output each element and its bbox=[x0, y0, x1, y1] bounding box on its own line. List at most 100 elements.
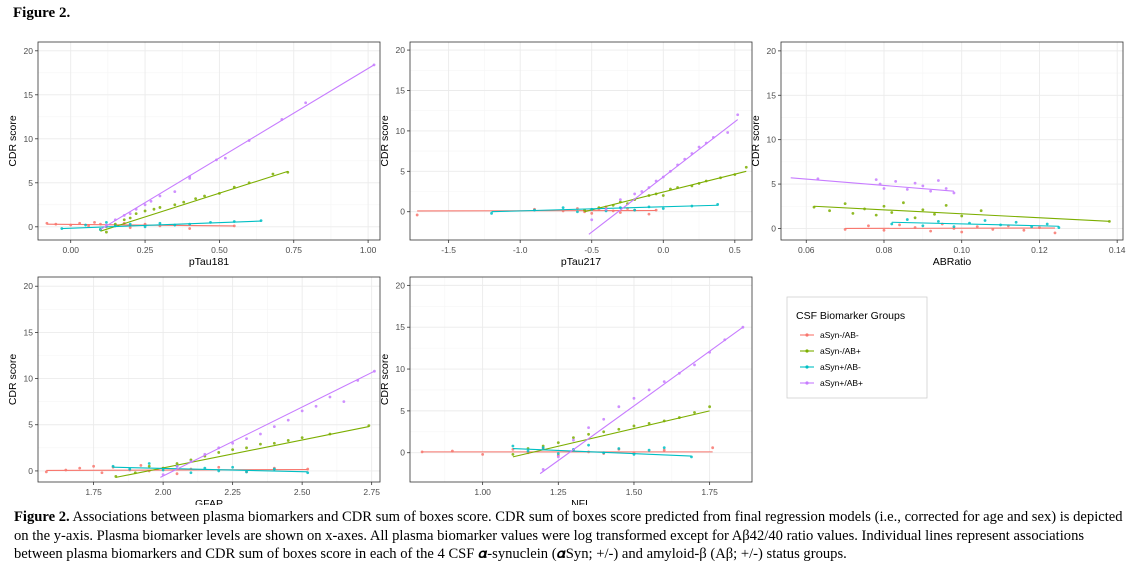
x-tick-label: 2.25 bbox=[224, 487, 241, 497]
y-tick-label: 15 bbox=[396, 85, 406, 95]
data-point-asyn-ab- bbox=[232, 224, 236, 228]
regression-line-asyn-ab- bbox=[100, 64, 375, 230]
data-point-asyn-ab- bbox=[921, 184, 925, 188]
y-tick-label: 20 bbox=[767, 46, 777, 56]
regression-line-asyn-ab- bbox=[891, 221, 1059, 227]
legend-label-asyn-ab-: aSyn+/AB- bbox=[820, 362, 861, 372]
data-point-asyn-ab- bbox=[587, 443, 590, 447]
data-point-asyn-ab- bbox=[913, 181, 917, 185]
data-point-asyn-ab- bbox=[304, 101, 308, 105]
legend-box bbox=[786, 296, 928, 399]
x-tick-label: 0.14 bbox=[1109, 245, 1126, 255]
data-point-asyn-ab- bbox=[572, 436, 575, 440]
data-point-asyn-ab- bbox=[693, 363, 696, 367]
y-tick-label: 0 bbox=[400, 448, 405, 458]
data-point-asyn-ab- bbox=[632, 396, 636, 400]
data-point-asyn-ab- bbox=[890, 222, 894, 226]
panel-border bbox=[409, 276, 753, 483]
x-tick-label: 1.00 bbox=[360, 245, 377, 255]
data-point-asyn-ab- bbox=[576, 210, 579, 214]
data-point-asyn-ab- bbox=[816, 177, 820, 181]
data-point-asyn-ab- bbox=[314, 404, 318, 408]
x-tick-label: 1.50 bbox=[626, 487, 643, 497]
y-tick-label: 20 bbox=[396, 280, 406, 290]
data-point-asyn-ab- bbox=[618, 211, 622, 214]
data-point-asyn-ab- bbox=[259, 432, 262, 436]
data-point-asyn-ab- bbox=[952, 225, 956, 229]
regression-line-asyn-ab- bbox=[160, 370, 375, 478]
x-tick-label: 0.0 bbox=[657, 245, 669, 255]
regression-line-asyn-ab- bbox=[814, 205, 1110, 222]
data-point-asyn-ab- bbox=[726, 131, 730, 134]
data-point-asyn-ab- bbox=[556, 441, 560, 445]
regression-line-asyn-ab- bbox=[512, 410, 710, 458]
data-point-asyn-ab- bbox=[556, 455, 560, 459]
data-point-asyn-ab- bbox=[286, 439, 290, 442]
regression-line-asyn-ab- bbox=[539, 326, 744, 475]
y-tick-label: 15 bbox=[24, 327, 34, 337]
data-point-asyn-ab- bbox=[161, 468, 165, 472]
data-point-asyn-ab- bbox=[147, 464, 151, 468]
data-point-asyn-ab- bbox=[929, 229, 933, 233]
data-point-asyn-ab- bbox=[100, 471, 104, 475]
x-tick-label: 1.00 bbox=[474, 487, 491, 497]
x-tick-label: 1.75 bbox=[85, 487, 102, 497]
data-point-asyn-ab- bbox=[194, 197, 198, 201]
data-point-asyn-ab- bbox=[149, 199, 153, 203]
chart-panel-gfap: 0 5 10 15 20 1.75 2.00 2.25 2.50 2.75 GFAP CDR scor… bbox=[7, 276, 381, 505]
regression-line-asyn-ab- bbox=[491, 204, 718, 213]
data-point-asyn-ab- bbox=[661, 207, 665, 210]
data-point-asyn-ab- bbox=[105, 230, 108, 234]
x-tick-label: 2.00 bbox=[155, 487, 172, 497]
data-point-asyn-ab- bbox=[921, 224, 925, 228]
data-point-asyn-ab- bbox=[511, 452, 515, 456]
data-point-asyn-ab- bbox=[143, 225, 147, 229]
legend-label-asyn-ab-: aSyn+/AB+ bbox=[820, 378, 863, 388]
data-point-asyn-ab- bbox=[632, 424, 636, 428]
x-tick-label: 0.08 bbox=[876, 245, 893, 255]
data-point-asyn-ab- bbox=[128, 226, 132, 230]
data-point-asyn-ab- bbox=[44, 470, 48, 474]
data-point-asyn-ab- bbox=[662, 380, 666, 383]
data-point-asyn-ab- bbox=[1057, 226, 1061, 229]
y-tick-label: 15 bbox=[24, 90, 34, 100]
figure-caption: Figure 2. Associations between plasma bi… bbox=[14, 508, 1124, 564]
data-point-asyn-ab- bbox=[960, 230, 964, 234]
data-point-asyn-ab- bbox=[979, 209, 983, 213]
data-point-asyn-ab- bbox=[173, 190, 177, 194]
x-tick-label: 1.75 bbox=[701, 487, 718, 497]
y-tick-label: 5 bbox=[771, 179, 776, 189]
data-point-asyn-ab- bbox=[647, 448, 651, 452]
regression-line-asyn-ab- bbox=[61, 220, 262, 230]
data-point-asyn-ab- bbox=[105, 221, 108, 224]
data-point-asyn-ab- bbox=[328, 395, 332, 399]
data-point-asyn-ab- bbox=[556, 452, 560, 455]
data-point-asyn-ab- bbox=[952, 191, 956, 195]
data-point-asyn-ab- bbox=[342, 400, 346, 404]
x-tick-label: 0.50 bbox=[211, 245, 228, 255]
data-point-asyn-ab- bbox=[647, 388, 651, 392]
regression-line-asyn-ab- bbox=[100, 170, 288, 232]
x-axis-title: NFL bbox=[571, 498, 591, 505]
data-point-asyn-ab- bbox=[87, 224, 90, 228]
data-point-asyn-ab- bbox=[175, 464, 179, 468]
y-tick-label: 20 bbox=[396, 45, 406, 55]
y-tick-label: 10 bbox=[396, 364, 406, 374]
data-point-asyn-ab- bbox=[905, 218, 909, 221]
data-point-asyn-ab- bbox=[143, 209, 147, 213]
data-point-asyn-ab- bbox=[175, 472, 179, 476]
data-point-asyn-ab- bbox=[602, 417, 606, 421]
data-point-asyn-ab- bbox=[1107, 219, 1111, 223]
panel-data bbox=[415, 113, 748, 235]
data-point-asyn-ab- bbox=[697, 145, 701, 149]
x-tick-label: 2.75 bbox=[363, 487, 380, 497]
data-point-asyn-ab- bbox=[618, 198, 622, 201]
data-point-asyn-ab- bbox=[223, 156, 227, 160]
data-point-asyn-ab- bbox=[744, 165, 748, 169]
data-point-asyn-ab- bbox=[647, 422, 651, 425]
data-point-asyn-ab- bbox=[604, 207, 608, 211]
data-point-asyn-ab- bbox=[300, 409, 304, 413]
legend-title: CSF Biomarker Groups bbox=[796, 310, 905, 322]
data-point-asyn-ab- bbox=[572, 438, 575, 442]
data-point-asyn-ab- bbox=[647, 212, 651, 216]
